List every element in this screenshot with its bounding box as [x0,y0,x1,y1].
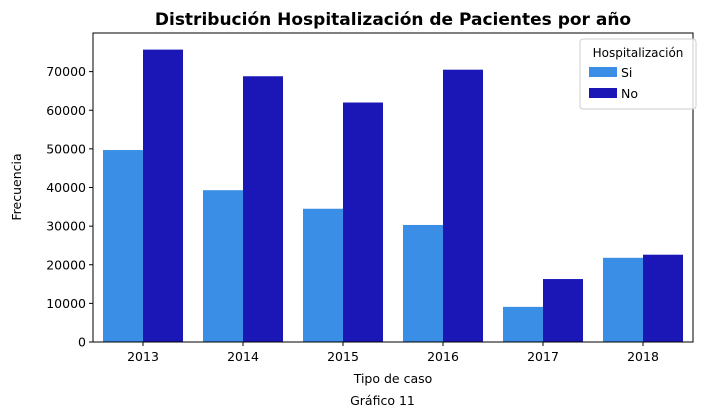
y-tick-label: 30000 [46,219,86,234]
y-tick-label: 60000 [46,103,86,118]
legend: Hospitalización Si No [579,38,697,110]
figure-caption: Gráfico 11 [350,393,415,408]
y-tick-label: 50000 [46,141,86,156]
bar-no-2016 [443,69,483,342]
bar-si-2017 [503,306,543,342]
bar-no-2014 [243,76,283,342]
bar-no-2017 [543,279,583,342]
bar-si-2014 [203,190,243,342]
legend-title: Hospitalización [593,46,684,60]
x-tick-label: 2014 [227,349,259,364]
chart-title: Distribución Hospitalización de Paciente… [155,10,631,30]
bar-si-2015 [303,208,343,342]
bar-no-2018 [643,254,683,342]
legend-swatch-no [589,88,617,98]
legend-swatch-si [589,67,617,77]
y-axis-label: Frecuencia [9,153,24,220]
y-tick-label: 40000 [46,180,86,195]
x-tick-label: 2015 [327,349,359,364]
y-tick-label: 20000 [46,257,86,272]
bar-no-2015 [343,102,383,343]
bar-no-2013 [143,49,183,342]
legend-label-si: Si [621,65,632,80]
legend-label-no: No [621,86,638,101]
x-axis-label: Tipo de caso [353,371,433,386]
x-tick-label: 2013 [127,349,159,364]
y-tick-label: 70000 [46,64,86,79]
y-tick-label: 10000 [46,296,86,311]
plot-frame [92,32,694,343]
x-tick-label: 2018 [627,349,659,364]
bar-si-2013 [103,150,143,342]
y-tick-label: 0 [78,335,86,350]
x-tick-label: 2016 [427,349,459,364]
bar-si-2016 [403,224,443,342]
bar-si-2018 [603,257,643,342]
x-tick-label: 2017 [527,349,559,364]
